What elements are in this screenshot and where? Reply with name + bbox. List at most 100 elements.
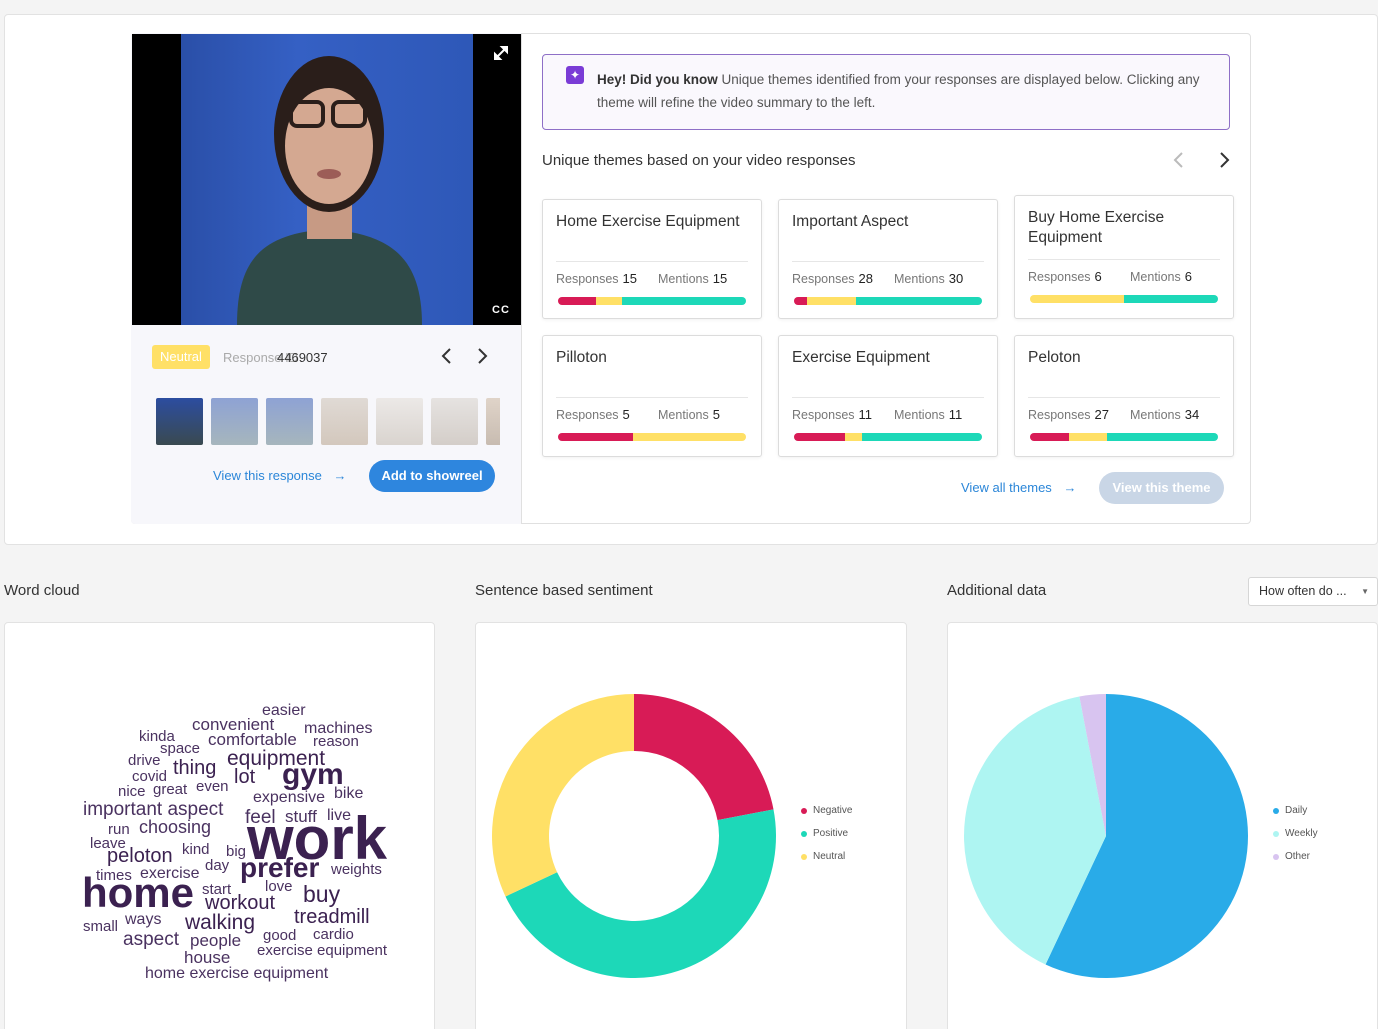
negative-slice[interactable]: [634, 694, 774, 821]
legend-item[interactable]: Neutral: [801, 845, 852, 868]
word-cloud-word[interactable]: even: [196, 778, 229, 795]
response-thumbnail[interactable]: [431, 398, 478, 445]
word-cloud-word[interactable]: choosing: [139, 817, 212, 837]
divider: [792, 261, 984, 262]
prev-response-chevron-icon[interactable]: [440, 347, 452, 369]
word-cloud-word[interactable]: ways: [125, 911, 162, 928]
word-cloud-word[interactable]: machines: [304, 720, 373, 737]
tip-bold: Hey! Did you know: [597, 72, 718, 87]
theme-card[interactable]: Pilloton Responses 5 Mentions 5: [542, 335, 762, 457]
next-themes-chevron-icon[interactable]: [1219, 151, 1231, 173]
expand-icon[interactable]: [494, 46, 510, 62]
theme-card[interactable]: Peloton Responses 27 Mentions 34: [1014, 335, 1234, 457]
word-cloud-word[interactable]: work: [247, 805, 388, 872]
word-cloud-word[interactable]: feel: [245, 807, 276, 828]
legend-item[interactable]: Other: [1273, 845, 1318, 868]
legend-item[interactable]: Daily: [1273, 799, 1318, 822]
captions-icon[interactable]: CC: [492, 304, 510, 316]
word-cloud-word[interactable]: nice: [118, 783, 146, 800]
positive-segment: [861, 433, 982, 441]
responses-value: 28: [858, 271, 874, 286]
word-cloud-word[interactable]: exercise: [140, 865, 200, 882]
word-cloud-word[interactable]: home: [82, 869, 195, 916]
word-cloud-word[interactable]: weights: [331, 861, 382, 878]
response-thumbnail[interactable]: [321, 398, 368, 445]
prev-themes-chevron-icon[interactable]: [1172, 151, 1184, 173]
other-slice[interactable]: [1079, 694, 1106, 836]
response-thumbnail[interactable]: [376, 398, 423, 445]
word-cloud-word[interactable]: reason: [313, 733, 359, 750]
response-thumbnail[interactable]: [156, 398, 203, 445]
word-cloud-word[interactable]: times: [96, 867, 132, 884]
word-cloud-word[interactable]: exercise equipment: [257, 942, 388, 959]
view-response-link[interactable]: View this response →: [213, 468, 347, 483]
word-cloud-word[interactable]: bike: [334, 785, 364, 802]
word-cloud-word[interactable]: run: [108, 821, 130, 838]
word-cloud-word[interactable]: day: [205, 857, 230, 874]
theme-card[interactable]: Buy Home Exercise Equipment Responses 6 Men…: [1014, 195, 1234, 319]
word-cloud-word[interactable]: kind: [182, 841, 210, 858]
add-to-showreel-button[interactable]: Add to showreel: [369, 460, 495, 492]
word-cloud-word[interactable]: leave: [90, 835, 126, 852]
word-cloud-word[interactable]: lot: [234, 766, 256, 788]
word-cloud-word[interactable]: house: [184, 948, 231, 967]
question-select[interactable]: How often do ... ▼: [1248, 577, 1378, 606]
word-cloud-word[interactable]: peloton: [107, 845, 173, 867]
mentions-count: Mentions 6: [1130, 269, 1192, 284]
word-cloud-word[interactable]: comfortable: [208, 730, 297, 749]
weekly-slice[interactable]: [964, 696, 1106, 965]
word-cloud-word[interactable]: easier: [262, 702, 306, 719]
word-cloud-word[interactable]: treadmill: [294, 906, 370, 928]
word-cloud-word[interactable]: drive: [128, 752, 161, 769]
mentions-count: Mentions 11: [894, 407, 962, 422]
daily-slice[interactable]: [1045, 694, 1248, 978]
word-cloud-word[interactable]: great: [153, 781, 188, 798]
word-cloud-word[interactable]: prefer: [240, 852, 320, 883]
legend-label: Daily: [1285, 805, 1308, 816]
response-thumbnail[interactable]: [266, 398, 313, 445]
word-cloud-word[interactable]: start: [202, 881, 232, 898]
theme-title: Pilloton: [556, 349, 607, 366]
word-cloud-word[interactable]: stuff: [285, 807, 317, 826]
word-cloud-word[interactable]: walking: [185, 911, 256, 934]
word-cloud-word[interactable]: workout: [205, 892, 276, 914]
legend-item[interactable]: Weekly: [1273, 822, 1318, 845]
word-cloud-word[interactable]: aspect: [123, 929, 179, 950]
video-player[interactable]: [132, 34, 521, 325]
word-cloud-word[interactable]: buy: [303, 881, 341, 907]
neutral-slice[interactable]: [492, 694, 634, 897]
word-cloud-word[interactable]: space: [160, 740, 201, 757]
theme-card[interactable]: Home Exercise Equipment Responses 15 Mentio…: [542, 199, 762, 319]
legend-item[interactable]: Negative: [801, 799, 852, 822]
word-cloud-word[interactable]: expensive: [253, 789, 326, 806]
word-cloud-word[interactable]: love: [265, 878, 293, 895]
word-cloud-word[interactable]: good: [263, 927, 297, 944]
word-cloud-word[interactable]: small: [83, 918, 119, 935]
negative-segment: [1030, 433, 1070, 441]
legend-dot: [801, 853, 807, 860]
positive-slice[interactable]: [505, 809, 776, 978]
word-cloud-word[interactable]: covid: [132, 768, 168, 785]
response-id-label: Response ID: [223, 350, 299, 365]
word-cloud-word[interactable]: equipment: [227, 747, 326, 770]
word-cloud-word[interactable]: convenient: [192, 715, 275, 734]
word-cloud-word[interactable]: cardio: [313, 926, 354, 943]
view-this-theme-button[interactable]: View this theme: [1099, 472, 1224, 504]
theme-card[interactable]: Important Aspect Responses 28 Mentions 30: [778, 199, 998, 319]
word-cloud-word[interactable]: gym: [282, 758, 344, 791]
word-cloud-word[interactable]: kinda: [139, 728, 175, 745]
response-thumbnail[interactable]: [211, 398, 258, 445]
word-cloud-word[interactable]: thing: [173, 757, 217, 779]
word-cloud-word[interactable]: big: [226, 843, 247, 860]
word-cloud-word[interactable]: people: [190, 931, 242, 950]
word-cloud-word[interactable]: home exercise equipment: [145, 965, 329, 982]
theme-card[interactable]: Exercise Equipment Responses 11 Mentions 11: [778, 335, 998, 457]
neutral-segment: [595, 297, 622, 305]
word-cloud-word[interactable]: live: [327, 807, 352, 824]
next-response-chevron-icon[interactable]: [477, 347, 489, 369]
mentions-value: 5: [712, 407, 720, 422]
response-thumbnail[interactable]: [486, 398, 500, 445]
word-cloud-word[interactable]: important aspect: [83, 799, 224, 820]
legend-item[interactable]: Positive: [801, 822, 852, 845]
view-all-themes-link[interactable]: View all themes →: [961, 480, 1076, 495]
